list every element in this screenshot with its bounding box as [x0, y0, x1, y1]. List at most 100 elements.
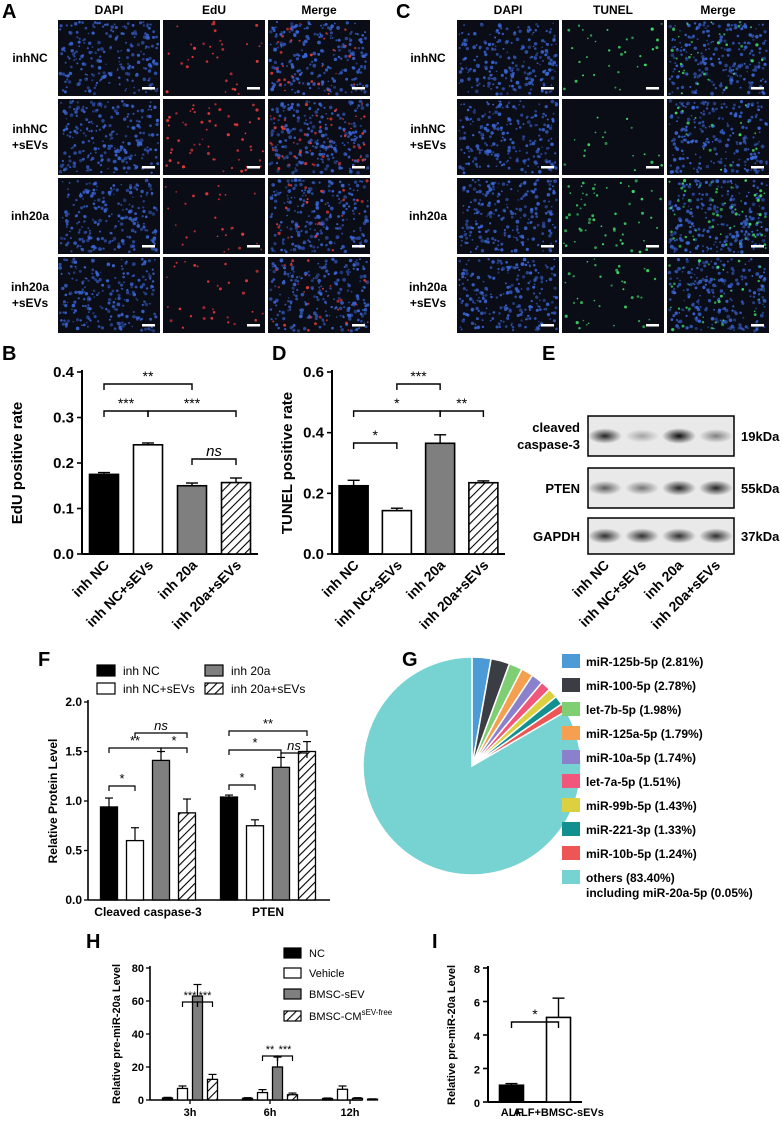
nucleus: [495, 157, 499, 161]
nucleus: [527, 281, 530, 285]
nucleus: [481, 319, 484, 322]
nucleus: [708, 125, 711, 128]
nucleus: [144, 32, 147, 35]
nucleus: [476, 210, 480, 214]
nucleus: [329, 287, 332, 290]
nucleus: [680, 149, 684, 153]
nucleus: [290, 220, 295, 224]
nucleus: [729, 28, 733, 32]
nucleus: [735, 230, 739, 234]
nucleus: [494, 61, 498, 65]
tunel-cell: [673, 213, 676, 216]
nucleus: [751, 202, 756, 207]
edu-cell: [258, 45, 261, 48]
nucleus: [340, 328, 345, 332]
nucleus: [95, 279, 100, 284]
nucleus: [355, 183, 360, 188]
edu-cell: [261, 312, 264, 315]
bar: [351, 1097, 364, 1101]
nucleus: [131, 104, 134, 108]
nucleus: [502, 293, 505, 295]
nucleus: [102, 25, 105, 28]
nucleus: [123, 156, 128, 161]
nucleus: [497, 267, 500, 271]
tunel-cell: [651, 48, 655, 51]
nucleus: [285, 186, 288, 189]
edu-cell: [213, 29, 217, 33]
nucleus: [282, 105, 286, 109]
nucleus: [120, 99, 124, 103]
nucleus: [144, 47, 147, 50]
nucleus: [140, 189, 144, 194]
nucleus: [363, 65, 367, 68]
nucleus: [136, 109, 140, 113]
nucleus: [669, 238, 673, 242]
nucleus: [679, 101, 681, 104]
edu-cell: [233, 322, 236, 326]
nucleus: [303, 27, 306, 30]
nucleus: [697, 166, 701, 169]
nucleus: [504, 282, 507, 285]
nucleus: [741, 300, 744, 303]
nucleus: [117, 321, 121, 326]
nucleus: [722, 69, 725, 72]
nucleus: [346, 307, 349, 309]
nucleus: [269, 308, 273, 311]
nucleus: [680, 140, 684, 144]
nucleus: [727, 138, 730, 142]
nucleus: [680, 128, 684, 132]
edu-cell: [164, 186, 167, 188]
nucleus: [471, 272, 475, 276]
nucleus: [725, 157, 727, 160]
nucleus: [702, 261, 706, 265]
nucleus: [82, 149, 85, 153]
nucleus: [333, 146, 337, 151]
nucleus: [111, 304, 116, 309]
nucleus: [148, 105, 152, 108]
nucleus: [116, 69, 119, 72]
nucleus: [521, 243, 525, 247]
nucleus: [532, 155, 536, 158]
nucleus: [299, 311, 304, 315]
nucleus: [322, 24, 326, 27]
nucleus: [313, 32, 317, 36]
nucleus: [674, 25, 676, 27]
nucleus: [514, 212, 517, 215]
nucleus: [530, 78, 535, 82]
nucleus: [688, 132, 692, 136]
nucleus: [284, 303, 287, 306]
nucleus: [92, 202, 96, 206]
nucleus: [59, 24, 63, 28]
nucleus: [141, 303, 144, 306]
nucleus: [270, 118, 273, 121]
nucleus: [155, 122, 159, 127]
nucleus: [555, 64, 558, 67]
nucleus: [739, 74, 743, 78]
nucleus: [699, 306, 702, 308]
tunel-cell: [758, 298, 760, 301]
nucleus: [471, 120, 474, 123]
nucleus: [360, 240, 363, 243]
nucleus: [121, 324, 125, 328]
nucleus: [292, 114, 296, 117]
nucleus: [101, 283, 104, 287]
nucleus: [526, 287, 530, 291]
nucleus: [534, 208, 538, 211]
nucleus: [313, 295, 316, 298]
nucleus: [109, 240, 112, 243]
nucleus: [496, 127, 500, 131]
nucleus: [338, 48, 341, 52]
nucleus: [703, 61, 707, 66]
tunel-cell: [684, 235, 688, 239]
nucleus: [682, 104, 685, 108]
nucleus: [307, 274, 311, 277]
nucleus: [516, 225, 519, 228]
nucleus: [485, 180, 488, 183]
nucleus: [482, 84, 485, 87]
nucleus: [761, 66, 765, 70]
nucleus: [293, 73, 297, 76]
nucleus: [481, 325, 485, 329]
nucleus: [144, 178, 149, 183]
nucleus: [733, 318, 737, 322]
panel-c-microscopy: DAPI TUNEL MergeinhNCinhNC+sEVsinh20ainh20…: [409, 3, 769, 333]
